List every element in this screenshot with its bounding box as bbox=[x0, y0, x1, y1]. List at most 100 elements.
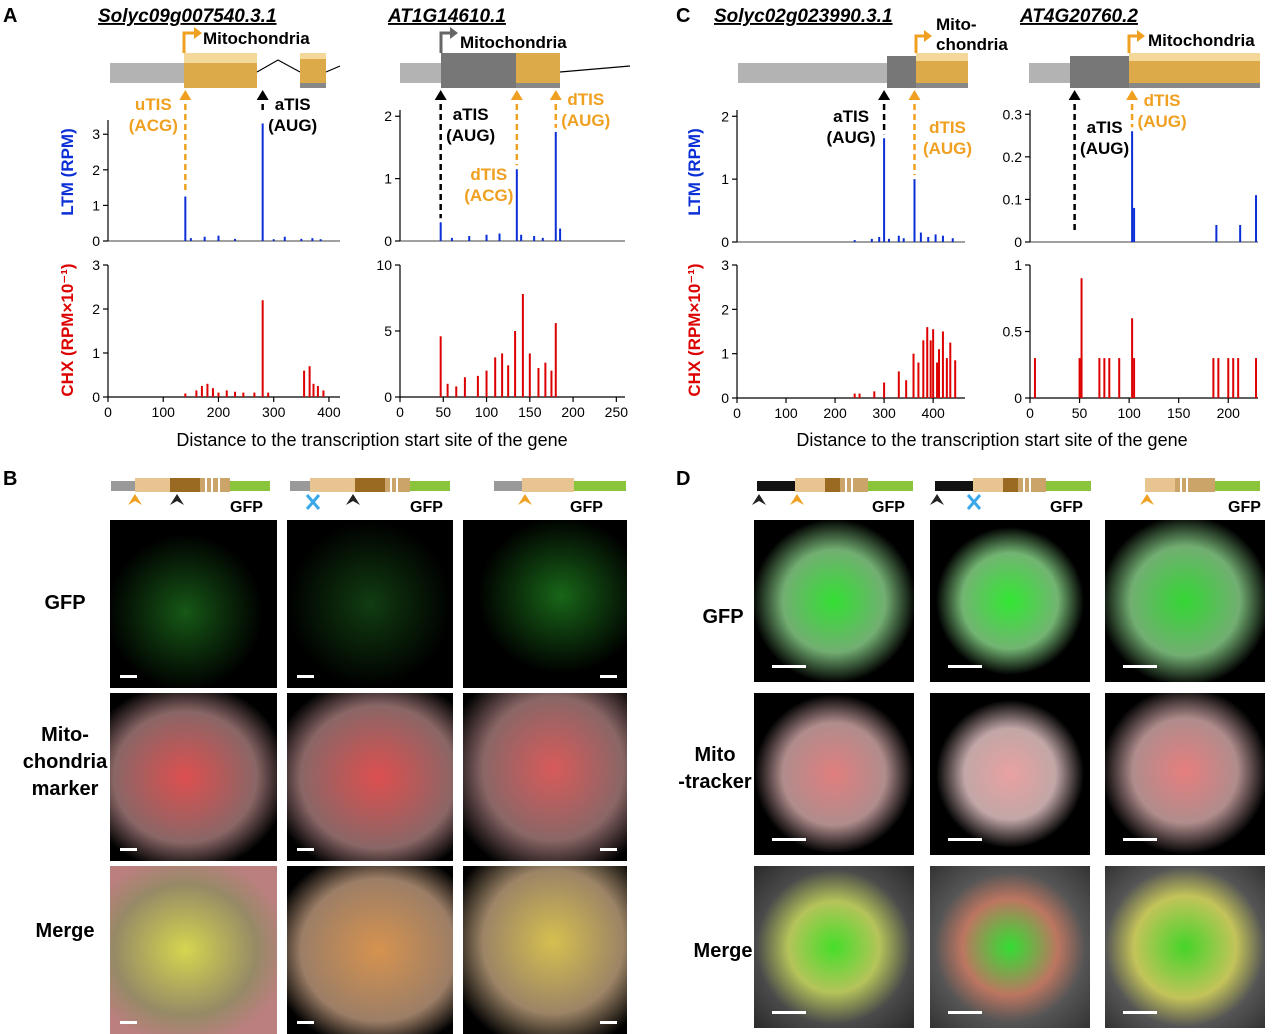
gene-title-c1: Solyc02g023990.3.1 bbox=[714, 6, 893, 27]
gfp-label-d2: GFP bbox=[1050, 499, 1083, 516]
tis-codon-a2: (ACG) bbox=[464, 186, 513, 205]
xtick-label-c1: 400 bbox=[921, 405, 945, 421]
gene-model-c2 bbox=[1029, 30, 1260, 88]
gene-title-a1: Solyc09g007540.3.1 bbox=[98, 6, 277, 27]
xtick-label-c1: 300 bbox=[872, 405, 896, 421]
ltm-ytick-label-c2: 0.2 bbox=[1003, 149, 1023, 165]
chx-ytick-label-a1: 1 bbox=[92, 345, 100, 361]
chx-ytick-label-c2: 1 bbox=[1014, 257, 1022, 273]
micrograph-d-mito-1 bbox=[754, 693, 914, 855]
tis-name-c2: aTIS bbox=[1087, 118, 1123, 137]
chx-ytick-label-c1: 3 bbox=[721, 257, 729, 273]
xtick-label-a2: 250 bbox=[605, 404, 629, 420]
micrograph-b-gfp-3 bbox=[463, 520, 627, 688]
xtick-label-c1: 200 bbox=[823, 405, 847, 421]
mito-label-c1-line: chondria bbox=[936, 35, 1008, 54]
gfp-label-b3: GFP bbox=[570, 499, 603, 516]
tis-arrowhead-a1 bbox=[179, 90, 192, 100]
xtick-label-a1: 100 bbox=[152, 404, 176, 420]
micrograph-d-gfp-1 bbox=[754, 520, 914, 682]
tis-codon-a2: (AUG) bbox=[561, 111, 610, 130]
mito-label-a1: Mitochondria bbox=[203, 29, 310, 48]
tis-codon-c1: (AUG) bbox=[923, 139, 972, 158]
chx-ytick-label-c1: 0 bbox=[721, 390, 729, 406]
xtick-label-a2: 200 bbox=[561, 404, 585, 420]
xtick-label-c2: 0 bbox=[1026, 405, 1034, 421]
gene-model-a2 bbox=[400, 27, 631, 88]
tis-codon-c1: (AUG) bbox=[827, 128, 876, 147]
chx-ytick-label-a2: 10 bbox=[376, 257, 392, 273]
xtick-label-a2: 150 bbox=[518, 404, 542, 420]
chx-ytick-label-a1: 0 bbox=[92, 389, 100, 405]
chx-ytick-label-c1: 1 bbox=[721, 346, 729, 362]
tis-name-c1: dTIS bbox=[929, 118, 966, 137]
row-label-d-gfp: GFP bbox=[702, 606, 744, 628]
xtick-label-c2: 100 bbox=[1117, 405, 1141, 421]
tis-name-a1: aTIS bbox=[275, 95, 311, 114]
ltm-ytick-label-c1: 2 bbox=[721, 108, 729, 124]
gene-model-a1 bbox=[110, 27, 341, 88]
chx-ytick-label-c1: 2 bbox=[721, 301, 729, 317]
ltm-ytick-label-a1: 3 bbox=[92, 126, 100, 142]
tis-name-c1: aTIS bbox=[833, 107, 869, 126]
ltm-ytick-label-a1: 0 bbox=[92, 233, 100, 249]
gfp-label-b2: GFP bbox=[410, 499, 443, 516]
chx-ytick-label-a1: 2 bbox=[92, 301, 100, 317]
xtick-label-c2: 150 bbox=[1167, 405, 1191, 421]
mito-label-c2: Mitochondria bbox=[1148, 31, 1255, 50]
construct-d3 bbox=[1140, 478, 1260, 505]
ltm-ylabel-c: LTM (RPM) bbox=[685, 128, 704, 216]
micrograph-d-merge-2 bbox=[930, 866, 1090, 1028]
ltm-ytick-label-a2: 1 bbox=[384, 171, 392, 187]
tis-arrowhead-a2 bbox=[549, 90, 562, 100]
panel-letter-a: A bbox=[3, 5, 17, 27]
xlabel-a: Distance to the transcription start site… bbox=[176, 430, 567, 450]
gfp-label-b1: GFP bbox=[230, 499, 263, 516]
micrograph-d-gfp-2 bbox=[930, 520, 1090, 682]
panel-letter-c: C bbox=[676, 5, 690, 27]
micrograph-b-mito-1 bbox=[110, 693, 277, 861]
tis-name-a2: aTIS bbox=[453, 105, 489, 124]
micrograph-d-mito-3 bbox=[1105, 693, 1265, 855]
micrograph-d-merge-1 bbox=[754, 866, 914, 1028]
ltm-ylabel-a: LTM (RPM) bbox=[58, 128, 77, 216]
ltm-ytick-label-c2: 0.3 bbox=[1003, 106, 1023, 122]
ltm-ytick-label-a1: 2 bbox=[92, 162, 100, 178]
micrograph-d-gfp-3 bbox=[1105, 520, 1265, 682]
xtick-label-a1: 0 bbox=[104, 404, 112, 420]
tis-arrowhead-a1 bbox=[256, 90, 269, 100]
chx-ytick-label-a2: 5 bbox=[384, 323, 392, 339]
xtick-label-c2: 50 bbox=[1072, 405, 1088, 421]
xlabel-c: Distance to the transcription start site… bbox=[796, 430, 1187, 450]
ltm-ytick-label-a1: 1 bbox=[92, 197, 100, 213]
chx-ytick-label-a2: 0 bbox=[384, 389, 392, 405]
chx-ylabel-a: CHX (RPM×10⁻¹) bbox=[58, 263, 77, 396]
construct-b1 bbox=[111, 478, 270, 505]
xtick-label-c1: 0 bbox=[733, 405, 741, 421]
micrograph-b-merge-1 bbox=[110, 866, 277, 1034]
xtick-label-c2: 200 bbox=[1217, 405, 1241, 421]
row-label-d-merge: Merge bbox=[693, 940, 753, 962]
tis-name-a1: uTIS bbox=[135, 95, 172, 114]
chx-ytick-label-c2: 0 bbox=[1014, 390, 1022, 406]
xtick-label-a2: 50 bbox=[435, 404, 451, 420]
chx-ytick-label-c2: 0.5 bbox=[1003, 324, 1023, 340]
xtick-label-a1: 200 bbox=[207, 404, 231, 420]
ltm-ytick-label-c1: 1 bbox=[721, 171, 729, 187]
tis-name-c2: dTIS bbox=[1144, 91, 1181, 110]
tis-codon-a1: (ACG) bbox=[129, 116, 178, 135]
gene-model-c1 bbox=[738, 30, 968, 88]
micrograph-d-mito-2 bbox=[930, 693, 1090, 855]
xtick-label-c1: 100 bbox=[774, 405, 798, 421]
tis-name-a2: dTIS bbox=[470, 165, 507, 184]
xtick-label-a2: 100 bbox=[475, 404, 499, 420]
tis-arrowhead-c2 bbox=[1068, 90, 1081, 100]
tis-arrowhead-c1 bbox=[908, 90, 921, 100]
row-label-b-gfp: GFP bbox=[44, 592, 86, 614]
ltm-ytick-label-a2: 0 bbox=[384, 233, 392, 249]
tis-arrowhead-c2 bbox=[1126, 90, 1139, 100]
construct-b3 bbox=[494, 478, 626, 505]
mito-label-c1: Mito-chondria bbox=[936, 15, 1008, 54]
